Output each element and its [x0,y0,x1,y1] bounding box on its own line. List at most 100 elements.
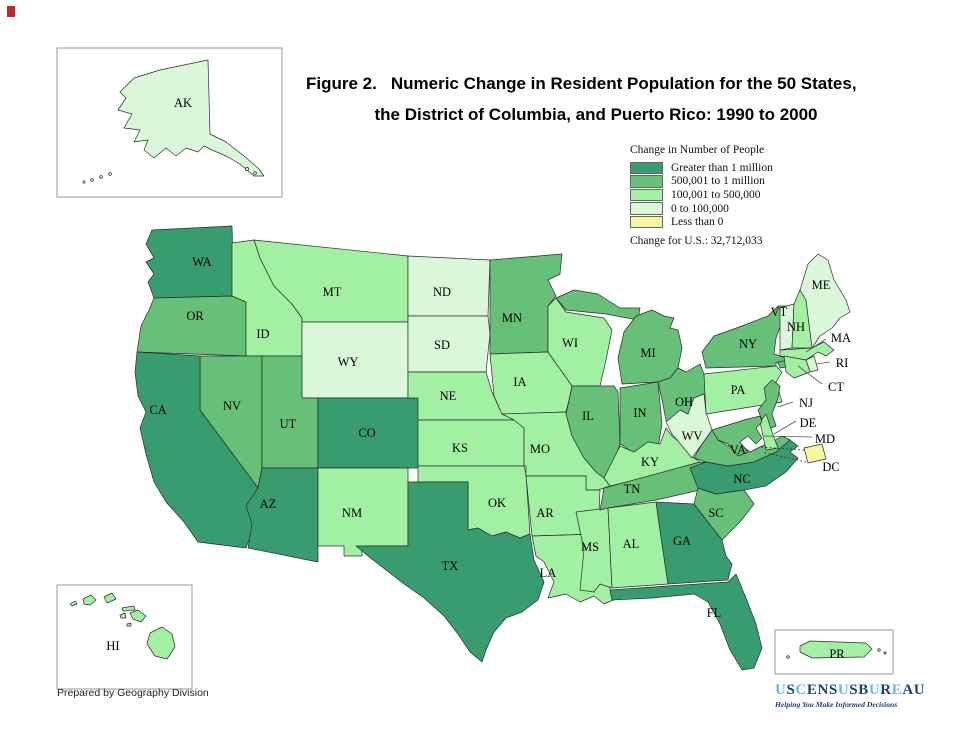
label-TX: TX [442,559,459,573]
leader-CT [797,365,823,385]
legend-title: Change in Number of People [630,144,765,156]
label-CO: CO [358,426,375,440]
label-AZ: AZ [260,497,277,511]
label-PA: PA [731,383,746,397]
census-bureau-logo: USCENSUSBUREAU Helping You Make Informed… [775,682,955,709]
leader-RI [815,361,831,365]
label-DE: DE [800,416,817,430]
label-MA: MA [831,331,851,345]
title-line1: Numeric Change in Resident Population fo… [390,74,857,93]
label-MT: MT [323,285,342,299]
legend-swatch-less-than-0 [630,215,663,229]
logo-letter: U [775,682,787,698]
legend-item: 100,001 to 500,000 [630,188,773,202]
legend-item: 500,001 to 1 million [630,175,773,189]
island-molokai [121,605,136,612]
logo-letter: S [849,682,859,698]
leader-MD [763,435,813,438]
legend-label: 0 to 100,000 [671,202,729,215]
figure-number: Figure 2. [306,74,377,93]
state-AK [117,59,265,177]
state-WI [547,297,613,387]
state-SD [407,315,491,373]
state-CA [134,351,259,549]
title-line2: the District of Columbia, and Puerto Ric… [374,105,818,124]
island-kahoolawe [126,622,132,627]
label-RI: RI [836,356,849,370]
label-GA: GA [673,534,691,548]
label-WV: WV [682,429,703,443]
state-WA [145,225,235,299]
label-WI: WI [562,336,578,350]
logo-letter: C [795,682,807,698]
label-UT: UT [280,417,297,431]
label-AL: AL [623,537,640,551]
us-change-note: Change for U.S.: 32,712,033 [630,234,763,247]
prepared-by-note: Prepared by Geography Division [57,687,209,699]
label-PR: PR [829,647,845,661]
state-PR [799,640,873,659]
legend-label: 500,001 to 1 million [671,175,765,188]
leader-NJ [777,401,794,408]
label-NJ: NJ [799,396,813,410]
label-CT: CT [828,380,844,394]
state-MI-upper [555,289,641,321]
label-KY: KY [641,455,659,469]
label-MN: MN [502,311,522,325]
label-NC: NC [733,472,750,486]
legend-label: Less than 0 [671,216,724,229]
label-IL: IL [582,409,594,423]
logo-letter: U [868,682,881,698]
state-WV [665,393,713,459]
label-VA: VA [730,443,746,457]
island-kauai [82,594,97,606]
label-OH: OH [675,395,693,409]
logo-letter: R [880,682,892,698]
label-NY: NY [739,337,757,351]
label-DC: DC [822,460,839,474]
state-MD [711,415,763,457]
label-ID: ID [256,327,269,341]
legend-swatch-greater-1-million [630,161,663,174]
legend-label: 100,001 to 500,000 [671,188,761,201]
label-WY: WY [338,355,359,369]
logo-letter: U [837,682,850,698]
legend-label: Greater than 1 million [671,161,773,174]
leader-DE [773,420,797,435]
legend-swatch-0-100k [630,202,663,215]
aleutian-island [99,175,103,179]
label-NH: NH [787,320,805,334]
label-NE: NE [440,389,457,403]
label-IN: IN [633,406,646,420]
label-ME: ME [812,278,831,292]
logo-letter: S [828,682,838,698]
panhandle-island [245,167,249,171]
label-VT: VT [771,305,788,319]
label-MS: MS [581,540,599,554]
state-DE [759,413,779,451]
state-DC [803,443,827,464]
logo-letter: N [817,682,829,698]
aleutian-island [82,180,86,184]
island-maui [129,609,147,623]
pr-islet [883,651,887,655]
label-TN: TN [624,482,641,496]
census-logo-wordmark: USCENSUSBUREAU [775,682,955,699]
map-legend: Change in Number of People Greater than … [630,144,773,247]
state-KS [417,419,525,467]
scan-artifact [7,6,15,17]
state-OR [136,295,247,357]
label-LA: LA [540,566,557,580]
island-niihau [69,600,78,607]
legend-item: Less than 0 [630,215,773,229]
census-logo-tagline: Helping You Make Informed Decisions [775,700,898,709]
pr-islet [877,648,881,652]
aleutian-island [90,178,94,182]
legend-item: 0 to 100,000 [630,202,773,216]
state-NM [317,467,409,557]
label-WA: WA [192,255,211,269]
logo-letter: E [891,682,903,698]
logo-letter: U [913,682,926,698]
panhandle-island [253,171,257,175]
